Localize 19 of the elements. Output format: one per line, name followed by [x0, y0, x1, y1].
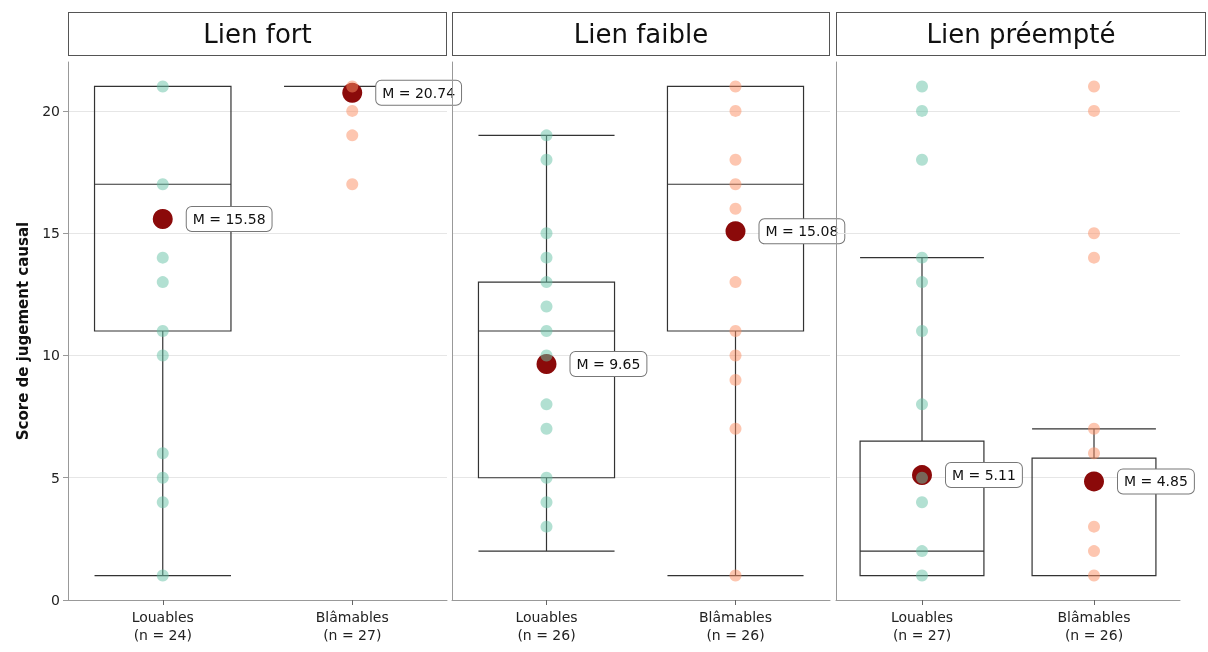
y-tick-label: 0: [51, 592, 60, 608]
chart-title: Lien préempté: [836, 12, 1206, 56]
y-tick-label: 15: [42, 225, 60, 242]
chart-title: Lien fort: [68, 12, 447, 56]
x-tick-label: Blâmables (n = 26): [1057, 609, 1131, 643]
annotation: M = 4.85: [1124, 473, 1188, 490]
annotation: M = 9.65: [576, 356, 641, 373]
chart-title: Lien faible: [452, 12, 830, 56]
y-tick-label: 20: [42, 102, 60, 119]
y-tick-label: 10: [42, 347, 60, 364]
x-tick-label: Louables (n = 24): [131, 609, 194, 643]
y-tick-label: 5: [51, 469, 60, 486]
y-axis-title: Score de jugement causal: [13, 221, 32, 441]
annotation: M = 5.11: [952, 467, 1016, 484]
x-tick-label: Blâmables (n = 27): [315, 609, 389, 643]
x-tick-label: Louables (n = 26): [515, 609, 578, 643]
x-tick-label: Blâmables (n = 26): [699, 609, 772, 643]
x-tick-label: Louables (n = 27): [890, 609, 954, 643]
annotation: M = 15.58: [192, 211, 266, 227]
